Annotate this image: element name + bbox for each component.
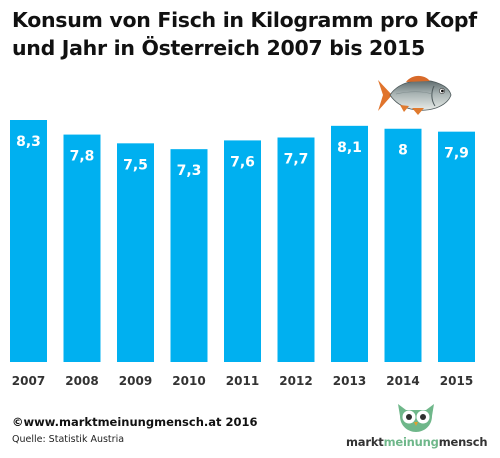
copyright-text: ©www.marktmeinungmensch.at 2016 (12, 415, 258, 429)
x-tick-label-2009: 2009 (119, 374, 152, 388)
chart-title-line-2: und Jahr in Österreich 2007 bis 2015 (12, 36, 425, 60)
brand-word-meinung: meinung (383, 435, 439, 449)
data-label-2014: 8 (398, 143, 408, 159)
data-label-2013: 8,1 (337, 140, 362, 156)
bar-2012 (277, 137, 315, 362)
data-label-2008: 7,8 (70, 149, 95, 165)
x-tick-label-2008: 2008 (65, 374, 98, 388)
x-tick-label-2015: 2015 (440, 374, 473, 388)
bar-2013 (331, 125, 368, 362)
data-label-2011: 7,6 (230, 154, 255, 170)
x-tick-label-2010: 2010 (172, 374, 205, 388)
brand-logo: marktmeinungmensch (346, 402, 496, 454)
x-tick-label-2012: 2012 (279, 374, 312, 388)
data-label-2015: 7,9 (444, 146, 469, 162)
x-tick-label-2014: 2014 (386, 374, 419, 388)
fish-icon (378, 75, 452, 115)
brand-word-mensch: mensch (438, 435, 488, 449)
data-label-2007: 8,3 (16, 134, 41, 150)
x-tick-label-2007: 2007 (12, 374, 45, 388)
bar-2009 (117, 143, 154, 362)
chart-title-line-1: Konsum von Fisch in Kilogramm pro Kopf (12, 8, 477, 32)
bar-2007 (10, 120, 47, 362)
bar-2014 (384, 128, 422, 362)
data-label-2012: 7,7 (284, 151, 309, 167)
data-label-2010: 7,3 (177, 163, 202, 179)
x-tick-label-2011: 2011 (226, 374, 259, 388)
source-text: Quelle: Statistik Austria (12, 434, 125, 445)
bar-2008 (63, 134, 101, 362)
owl-icon (398, 404, 434, 432)
x-tick-label-2013: 2013 (333, 374, 366, 388)
bar-2010 (170, 149, 208, 362)
bar-chart: 8,3 2007 7,8 2008 7,5 2009 7,3 2010 7,6 2011 7,7 20… (10, 120, 475, 388)
bar-2011 (224, 140, 261, 362)
brand-word-markt: markt (346, 435, 384, 449)
chart-title: Konsum von Fisch in Kilogramm pro Kopf u… (12, 6, 482, 62)
bar-2015 (438, 131, 475, 362)
brand-wordmark: marktmeinungmensch (346, 435, 488, 449)
data-label-2009: 7,5 (123, 157, 148, 173)
